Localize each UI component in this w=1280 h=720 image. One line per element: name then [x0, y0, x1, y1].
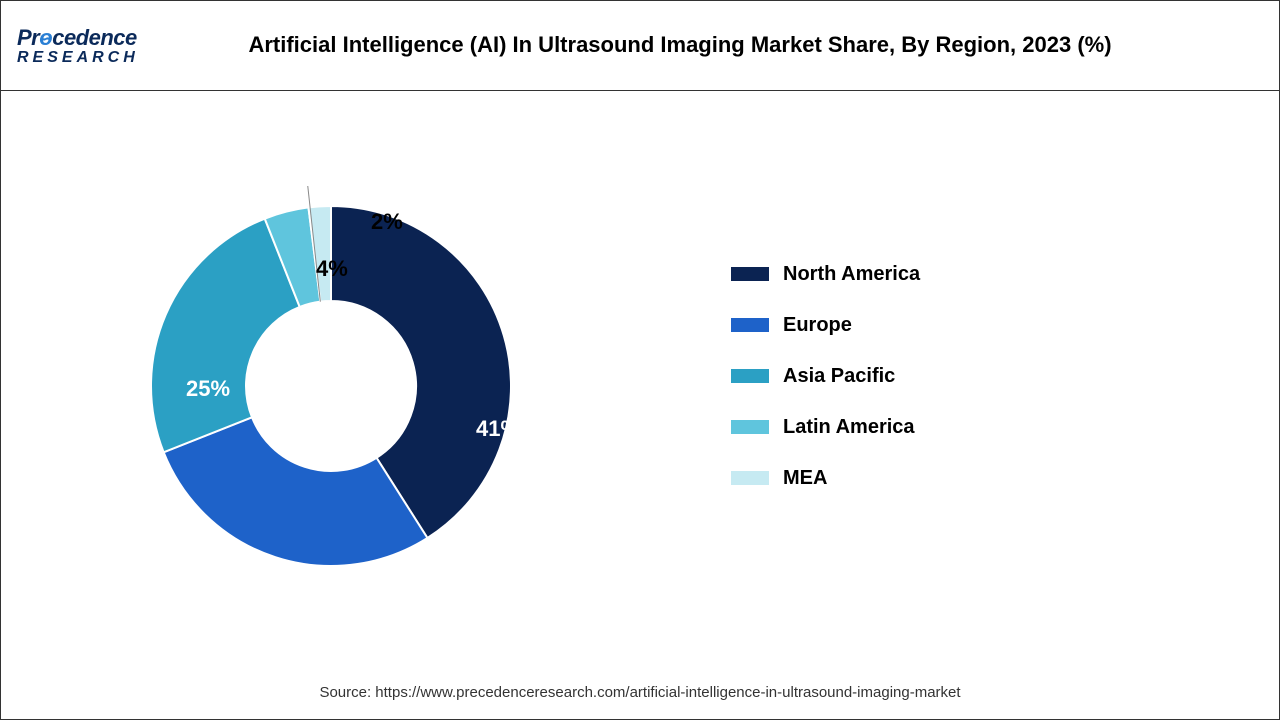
legend-item: Europe [731, 314, 1219, 337]
logo-line2: RESEARCH [17, 49, 197, 67]
legend-label: North America [783, 263, 920, 286]
logo-post: cedence [52, 25, 137, 50]
donut-slice [151, 219, 300, 453]
slice-label: 25% [186, 376, 230, 402]
legend-item: Latin America [731, 416, 1219, 439]
legend-swatch [731, 471, 769, 485]
legend-swatch [731, 420, 769, 434]
slice-label: 41% [476, 416, 520, 442]
logo: Prѳcedence RESEARCH [17, 25, 197, 67]
logo-o-icon: ѳ [39, 25, 52, 51]
donut-slice [164, 417, 428, 566]
donut-chart: 41% 28% 25% 4% 2% [61, 136, 611, 616]
legend-label: Europe [783, 314, 852, 337]
logo-pre: Pr [17, 25, 39, 50]
chart-area: 41% 28% 25% 4% 2% North America Europe Asia Pa… [1, 91, 1279, 661]
legend-label: Asia Pacific [783, 365, 895, 388]
slice-label: 28% [296, 591, 340, 617]
slice-label: 2% [371, 209, 403, 235]
legend-swatch [731, 318, 769, 332]
legend-item: Asia Pacific [731, 365, 1219, 388]
legend-swatch [731, 267, 769, 281]
legend-item: North America [731, 263, 1219, 286]
legend-label: MEA [783, 467, 827, 490]
legend-label: Latin America [783, 416, 915, 439]
chart-title: Artificial Intelligence (AI) In Ultrasou… [197, 31, 1263, 60]
source-text: Source: https://www.precedenceresearch.c… [1, 684, 1279, 701]
logo-line1: Prѳcedence [17, 25, 197, 51]
legend-item: MEA [731, 467, 1219, 490]
legend-swatch [731, 369, 769, 383]
header: Prѳcedence RESEARCH Artificial Intellige… [1, 1, 1279, 91]
legend: North America Europe Asia Pacific Latin Ame… [611, 235, 1219, 518]
slice-label: 4% [316, 256, 348, 282]
